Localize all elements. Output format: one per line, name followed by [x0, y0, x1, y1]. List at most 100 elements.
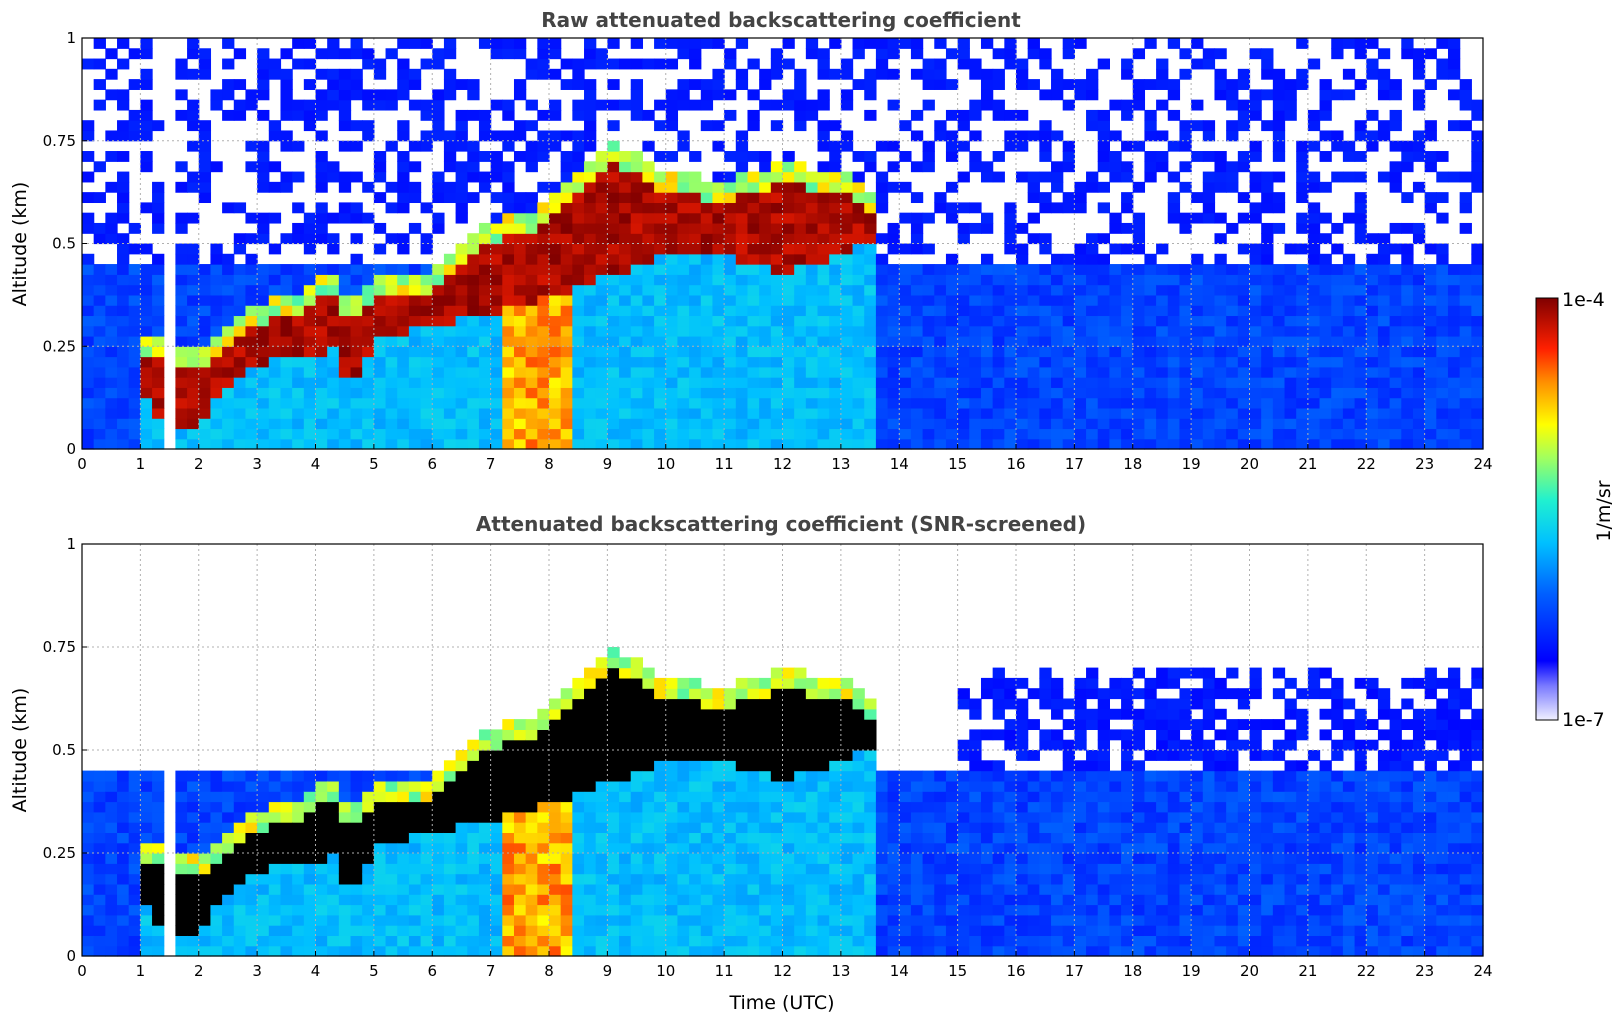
heatmap-cell: [198, 801, 212, 813]
heatmap-cell: [502, 264, 515, 275]
heatmap-cell: [257, 945, 270, 957]
heatmap-cell: [1097, 366, 1110, 378]
heatmap-cell: [373, 883, 387, 895]
heatmap-cell: [210, 935, 223, 947]
heatmap-cell: [1237, 120, 1251, 132]
heatmap-cell: [502, 418, 515, 430]
heatmap-cell: [607, 657, 620, 669]
heatmap-cell: [1109, 315, 1122, 327]
heatmap-cell: [864, 407, 877, 419]
heatmap-cell: [595, 863, 608, 875]
heatmap-cell: [805, 780, 819, 792]
heatmap-cell: [794, 89, 807, 101]
heatmap-cell: [782, 791, 795, 803]
heatmap-cell: [794, 192, 807, 204]
heatmap-cell: [245, 212, 258, 224]
heatmap-cell: [1121, 161, 1134, 173]
heatmap-cell: [1121, 356, 1134, 368]
heatmap-cell: [1016, 222, 1029, 234]
heatmap-cell: [397, 79, 410, 90]
heatmap-cell: [805, 397, 819, 409]
heatmap-cell: [1132, 181, 1146, 193]
heatmap-cell: [782, 253, 795, 265]
heatmap-cell: [502, 822, 515, 833]
heatmap-cell: [1471, 151, 1484, 162]
heatmap-cell: [152, 274, 165, 286]
heatmap-cell: [910, 48, 924, 60]
heatmap-cell: [619, 335, 632, 347]
heatmap-cell: [257, 935, 270, 947]
heatmap-cell: [1307, 243, 1321, 255]
heatmap-cell: [420, 894, 433, 906]
heatmap-cell: [432, 284, 445, 296]
heatmap-cell: [1331, 130, 1344, 142]
heatmap-cell: [198, 407, 212, 419]
heatmap-cell: [630, 842, 644, 854]
heatmap-cell: [105, 68, 118, 80]
heatmap-cell: [560, 192, 573, 204]
heatmap-cell: [1132, 48, 1146, 60]
heatmap-cell: [1051, 68, 1064, 80]
heatmap-cell: [700, 904, 714, 916]
heatmap-cell: [1436, 151, 1449, 162]
heatmap-cell: [572, 770, 585, 782]
heatmap-cell: [700, 346, 714, 358]
heatmap-cell: [1179, 120, 1192, 132]
heatmap-cell: [1296, 407, 1309, 419]
heatmap-cell: [467, 294, 480, 306]
heatmap-cell: [1412, 264, 1426, 275]
heatmap-cell: [350, 811, 363, 823]
heatmap-cell: [467, 438, 480, 450]
heatmap-cell: [677, 233, 690, 245]
heatmap-cell: [642, 397, 655, 409]
heatmap-cell: [1167, 38, 1181, 49]
heatmap-cell: [560, 894, 573, 906]
heatmap-cell: [992, 315, 1005, 327]
heatmap-cell: [1354, 305, 1367, 317]
heatmap-cell: [549, 335, 562, 347]
heatmap-cell: [1191, 407, 1204, 419]
heatmap-cell: [829, 438, 842, 450]
heatmap-cell: [1342, 89, 1356, 101]
heatmap-cell: [1097, 202, 1110, 214]
heatmap-cell: [257, 801, 270, 813]
heatmap-cell: [245, 233, 258, 245]
heatmap-cell: [1156, 284, 1169, 296]
heatmap-cell: [327, 925, 340, 936]
heatmap-cell: [1319, 335, 1332, 347]
heatmap-cell: [747, 760, 760, 772]
heatmap-cell: [420, 109, 433, 121]
heatmap-cell: [117, 842, 130, 854]
heatmap-cell: [1366, 387, 1379, 399]
heatmap-cell: [782, 729, 795, 741]
heatmap-cell: [712, 89, 725, 101]
heatmap-cell: [1296, 387, 1309, 399]
heatmap-cell: [1319, 284, 1332, 296]
heatmap-cell: [1086, 335, 1099, 347]
heatmap-cell: [910, 192, 924, 204]
heatmap-cell: [1167, 397, 1181, 409]
heatmap-cell: [490, 894, 503, 906]
heatmap-cell: [292, 274, 305, 286]
heatmap-cell: [724, 853, 737, 864]
heatmap-cell: [478, 233, 492, 245]
heatmap-cell: [572, 698, 585, 710]
heatmap-cell: [782, 243, 795, 255]
heatmap-cell: [1062, 325, 1075, 337]
heatmap-cell: [852, 274, 865, 286]
heatmap-cell: [817, 233, 830, 245]
heatmap-cell: [992, 387, 1005, 399]
heatmap-cell: [257, 377, 270, 388]
heatmap-cell: [595, 853, 608, 864]
heatmap-cell: [233, 294, 247, 306]
heatmap-cell: [338, 377, 352, 388]
heatmap-cell: [1412, 438, 1426, 450]
heatmap-cell: [1074, 356, 1087, 368]
heatmap-cell: [1412, 377, 1426, 388]
heatmap-cell: [280, 822, 293, 833]
heatmap-cell: [619, 264, 632, 275]
heatmap-cell: [315, 780, 328, 792]
heatmap-cell: [1086, 89, 1099, 101]
heatmap-cell: [607, 811, 620, 823]
heatmap-cell: [665, 770, 679, 782]
